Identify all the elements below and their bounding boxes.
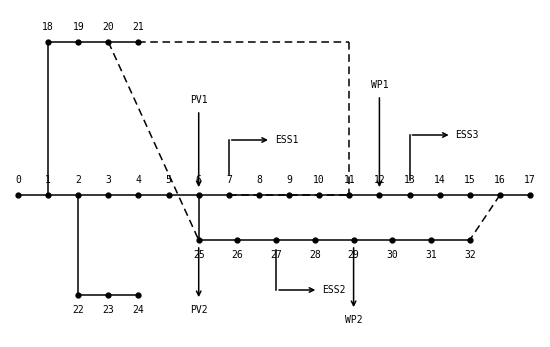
Text: 12: 12 bbox=[373, 175, 386, 185]
Text: 8: 8 bbox=[256, 175, 262, 185]
Text: 31: 31 bbox=[425, 250, 437, 260]
Text: 20: 20 bbox=[102, 22, 114, 32]
Text: 0: 0 bbox=[15, 175, 21, 185]
Text: 14: 14 bbox=[434, 175, 446, 185]
Text: PV1: PV1 bbox=[190, 95, 207, 105]
Text: 19: 19 bbox=[73, 22, 84, 32]
Text: 23: 23 bbox=[102, 305, 114, 315]
Text: ESS3: ESS3 bbox=[455, 130, 479, 140]
Text: 29: 29 bbox=[348, 250, 360, 260]
Text: 5: 5 bbox=[166, 175, 172, 185]
Text: 10: 10 bbox=[314, 175, 325, 185]
Text: PV2: PV2 bbox=[190, 305, 207, 315]
Text: 21: 21 bbox=[133, 22, 144, 32]
Text: 2: 2 bbox=[75, 175, 81, 185]
Text: 9: 9 bbox=[286, 175, 292, 185]
Text: 26: 26 bbox=[232, 250, 243, 260]
Text: WP2: WP2 bbox=[345, 315, 362, 325]
Text: 17: 17 bbox=[524, 175, 536, 185]
Text: ESS2: ESS2 bbox=[322, 285, 345, 295]
Text: 11: 11 bbox=[343, 175, 355, 185]
Text: 4: 4 bbox=[135, 175, 141, 185]
Text: 22: 22 bbox=[73, 305, 84, 315]
Text: 3: 3 bbox=[106, 175, 111, 185]
Text: 25: 25 bbox=[193, 250, 205, 260]
Text: 27: 27 bbox=[270, 250, 282, 260]
Text: 6: 6 bbox=[196, 175, 202, 185]
Text: WP1: WP1 bbox=[371, 80, 388, 90]
Text: ESS1: ESS1 bbox=[275, 135, 298, 145]
Text: 13: 13 bbox=[404, 175, 415, 185]
Text: 28: 28 bbox=[309, 250, 321, 260]
Text: 1: 1 bbox=[45, 175, 51, 185]
Text: 18: 18 bbox=[42, 22, 54, 32]
Text: 15: 15 bbox=[464, 175, 476, 185]
Text: 32: 32 bbox=[464, 250, 476, 260]
Text: 16: 16 bbox=[494, 175, 506, 185]
Text: 7: 7 bbox=[226, 175, 232, 185]
Text: 30: 30 bbox=[387, 250, 398, 260]
Text: 24: 24 bbox=[133, 305, 144, 315]
